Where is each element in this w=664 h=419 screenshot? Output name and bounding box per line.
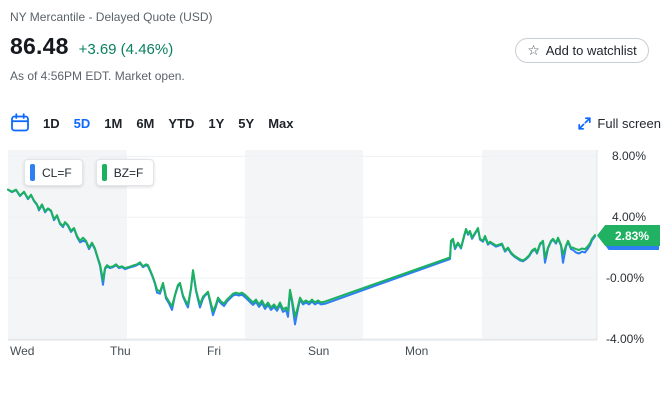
star-icon: ☆ — [527, 41, 540, 58]
chart-legend: CL=F BZ=F — [24, 159, 155, 186]
legend-color-bar — [101, 164, 107, 181]
range-1y[interactable]: 1Y — [208, 115, 225, 131]
legend-label: CL=F — [42, 165, 72, 180]
y-axis-label: 4.00% — [612, 210, 647, 224]
last-value-badge: 2.83% — [597, 225, 660, 246]
price-row: 86.48 +3.69 (4.46%) — [10, 33, 173, 60]
calendar-icon[interactable] — [10, 113, 30, 133]
legend-chip-bzf[interactable]: BZ=F — [95, 159, 155, 186]
add-to-watchlist-button[interactable]: ☆ Add to watchlist — [515, 38, 649, 63]
range-1d[interactable]: 1D — [43, 115, 60, 131]
x-axis-label-fri: Fri — [207, 344, 221, 358]
market-status: As of 4:56PM EDT. Market open. — [10, 69, 185, 83]
price-chart[interactable]: CL=F BZ=F Wed Thu Fri Sun Mon 8.00% 4.00% -0.00%… — [0, 149, 664, 370]
expand-icon — [578, 116, 592, 130]
chart-toolbar: 1D 5D 1M 6M YTD 1Y 5Y Max — [10, 111, 293, 135]
range-6m[interactable]: 6M — [136, 115, 155, 131]
range-buttons: 1D 5D 1M 6M YTD 1Y 5Y Max — [43, 116, 293, 131]
legend-chip-clf[interactable]: CL=F — [24, 159, 83, 186]
x-axis-label-thu: Thu — [110, 344, 131, 358]
fullscreen-label: Full screen — [597, 115, 661, 131]
watchlist-label: Add to watchlist — [545, 43, 637, 58]
range-ytd[interactable]: YTD — [168, 115, 195, 131]
current-price: 86.48 — [10, 33, 69, 59]
range-5d[interactable]: 5D — [73, 115, 91, 131]
x-axis-label-sun: Sun — [308, 344, 330, 358]
y-axis-label: -0.00% — [606, 271, 645, 285]
y-axis-label: -4.00% — [606, 332, 645, 346]
x-axis-label-mon: Mon — [405, 344, 429, 358]
last-value-label: 2.83% — [614, 228, 650, 243]
y-axis-label: 8.00% — [612, 149, 647, 163]
x-axis-label-wed: Wed — [10, 344, 35, 358]
range-1m[interactable]: 1M — [104, 115, 123, 131]
range-5y[interactable]: 5Y — [238, 115, 255, 131]
range-max[interactable]: Max — [268, 115, 294, 131]
quote-source-title: NY Mercantile - Delayed Quote (USD) — [10, 10, 213, 24]
legend-color-bar — [30, 164, 35, 181]
fullscreen-button[interactable]: Full screen — [578, 111, 661, 135]
price-change: +3.69 (4.46%) — [78, 41, 174, 58]
legend-label: BZ=F — [113, 165, 144, 180]
